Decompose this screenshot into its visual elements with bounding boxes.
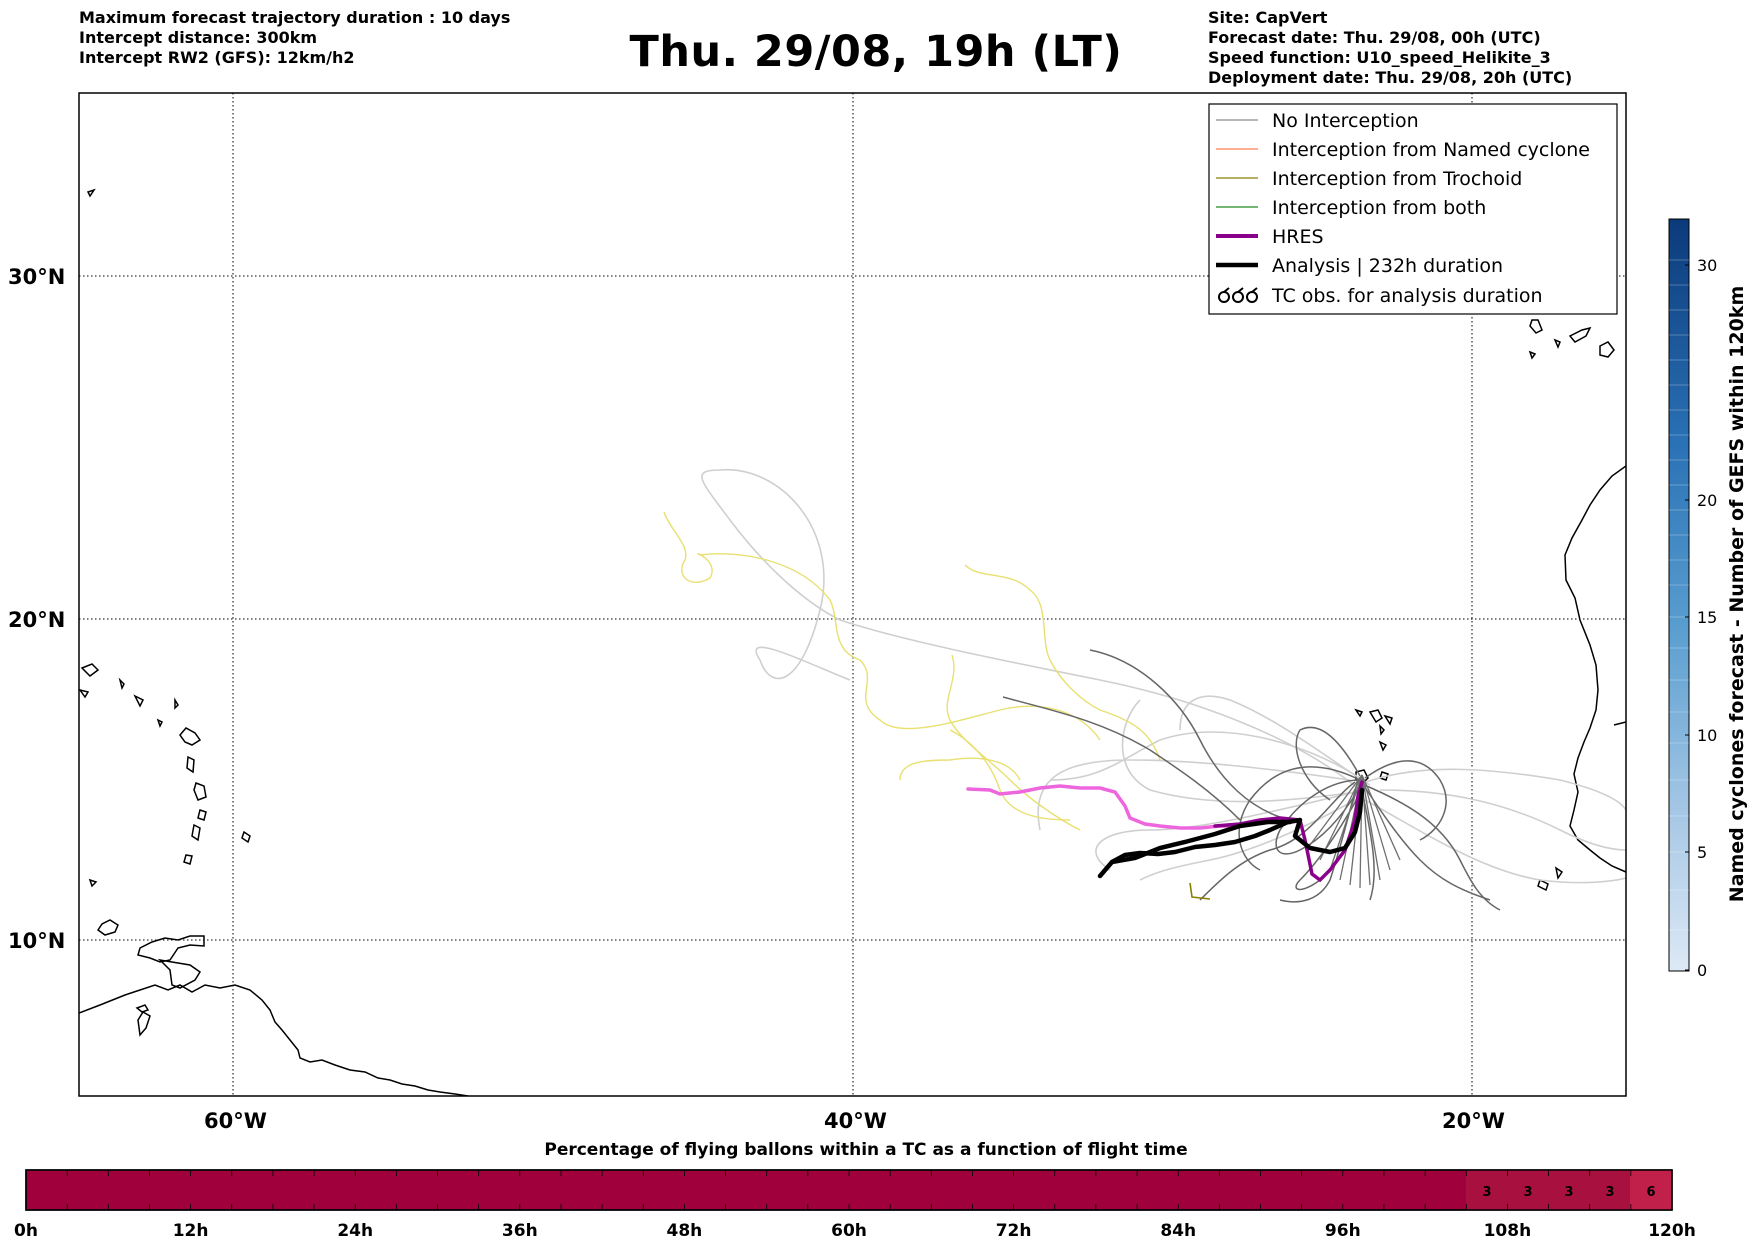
coastline-americas bbox=[79, 663, 469, 1096]
legend-item-trochoid: Interception from Trochoid bbox=[1216, 168, 1522, 190]
legend-label-tc-obs: TC obs. for analysis duration bbox=[1271, 285, 1543, 307]
longitude-labels: 60°W 40°W 20°W bbox=[204, 1109, 1505, 1133]
colorbar-tick-30: 30 bbox=[1697, 256, 1717, 275]
legend-item-no-interception: No Interception bbox=[1216, 110, 1419, 132]
colorbar-tick-15: 15 bbox=[1697, 608, 1717, 627]
flight-time-bar: Percentage of flying ballons within a TC… bbox=[14, 1140, 1696, 1241]
flight-time-bar-title: Percentage of flying ballons within a TC… bbox=[544, 1140, 1187, 1160]
cyclone-symbols-icon bbox=[1218, 287, 1258, 303]
bar-value-114h: 3 bbox=[1564, 1185, 1573, 1200]
site-text: Site: CapVert bbox=[1208, 8, 1328, 27]
colorbar-tick-20: 20 bbox=[1697, 491, 1717, 510]
colorbar-gradient bbox=[1668, 218, 1690, 972]
hres-track-light bbox=[966, 784, 1262, 830]
bar-tick-label: 24h bbox=[337, 1221, 373, 1241]
bar-cell-111h bbox=[1507, 1170, 1548, 1210]
analysis-track-branch bbox=[1109, 819, 1293, 865]
colorbar-tick-10: 10 bbox=[1697, 726, 1717, 745]
colorbar-tick-5: 5 bbox=[1697, 843, 1707, 862]
legend-label-hres: HRES bbox=[1272, 226, 1324, 248]
legend-label-trochoid: Interception from Trochoid bbox=[1272, 168, 1522, 190]
legend-item-named-cyclone: Interception from Named cyclone bbox=[1216, 139, 1590, 161]
colorbar-tick-0: 0 bbox=[1697, 961, 1707, 980]
bar-tick-label: 0h bbox=[14, 1221, 38, 1241]
intercept-distance-text: Intercept distance: 300km bbox=[79, 28, 318, 47]
deployment-date-text: Deployment date: Thu. 29/08, 20h (UTC) bbox=[1208, 68, 1573, 87]
bar-value-111h: 3 bbox=[1523, 1185, 1532, 1200]
speed-function-text: Speed function: U10_speed_Helikite_3 bbox=[1208, 48, 1551, 67]
colorbar-label: Named cyclones forecast - Number of GEFS… bbox=[1726, 286, 1748, 903]
legend-item-hres: HRES bbox=[1216, 226, 1324, 248]
legend-label-analysis: Analysis | 232h duration bbox=[1272, 255, 1503, 277]
bar-tick-label: 12h bbox=[173, 1221, 209, 1241]
trajectory-trochoid bbox=[1189, 882, 1211, 900]
bar-tick-label: 84h bbox=[1160, 1221, 1196, 1241]
bar-cell-120h bbox=[1630, 1170, 1672, 1210]
legend-label-no-interception: No Interception bbox=[1272, 110, 1419, 132]
legend-item-analysis: Analysis | 232h duration bbox=[1216, 255, 1503, 277]
lon-label-20w: 20°W bbox=[1442, 1109, 1505, 1133]
max-duration-text: Maximum forecast trajectory duration : 1… bbox=[79, 8, 511, 27]
bar-cell-117h bbox=[1589, 1170, 1630, 1210]
bar-tick-label: 108h bbox=[1484, 1221, 1532, 1241]
lon-label-40w: 40°W bbox=[824, 1109, 887, 1133]
header-right: Site: CapVert Forecast date: Thu. 29/08,… bbox=[1208, 8, 1572, 88]
bar-cell-108h bbox=[1466, 1170, 1507, 1210]
bar-cell-114h bbox=[1548, 1170, 1589, 1210]
trajectory-yellow-tracks bbox=[663, 511, 1161, 831]
legend-item-tc-obs: TC obs. for analysis duration bbox=[1218, 285, 1543, 307]
bar-tick-label: 48h bbox=[667, 1221, 703, 1241]
map-legend: No Interception Interception from Named … bbox=[1208, 103, 1618, 315]
colorbar-levels bbox=[1669, 259, 1689, 931]
forecast-date-text: Forecast date: Thu. 29/08, 00h (UTC) bbox=[1208, 28, 1541, 47]
lat-label-20n: 20°N bbox=[8, 608, 65, 632]
bar-tick-label: 72h bbox=[996, 1221, 1032, 1241]
trajectory-dark-tracks bbox=[1002, 649, 1501, 911]
flight-time-bar-ticks: 0h 12h 24h 36h 48h 60h 72h 84h 96h 108h 120h bbox=[14, 1170, 1696, 1241]
lat-label-30n: 30°N bbox=[8, 265, 65, 289]
header-left: Maximum forecast trajectory duration : 1… bbox=[79, 8, 510, 68]
bar-tick-label: 120h bbox=[1648, 1221, 1696, 1241]
lat-label-10n: 10°N bbox=[8, 929, 65, 953]
bar-tick-label: 36h bbox=[502, 1221, 538, 1241]
bar-tick-label: 96h bbox=[1325, 1221, 1361, 1241]
bar-tick-label: 60h bbox=[831, 1221, 867, 1241]
map-border bbox=[78, 92, 1627, 1097]
lon-label-60w: 60°W bbox=[204, 1109, 267, 1133]
legend-label-both: Interception from both bbox=[1272, 197, 1486, 219]
bar-value-120h: 6 bbox=[1646, 1185, 1655, 1200]
bar-value-117h: 3 bbox=[1605, 1185, 1614, 1200]
legend-item-both: Interception from both bbox=[1216, 197, 1486, 219]
intercept-rw2-text: Intercept RW2 (GFS): 12km/h2 bbox=[79, 48, 355, 67]
page-title: Thu. 29/08, 19h (LT) bbox=[629, 27, 1123, 77]
colorbar: 30 20 15 10 5 0 Named cyclones forecast … bbox=[1668, 218, 1748, 980]
legend-label-named-cyclone: Interception from Named cyclone bbox=[1272, 139, 1590, 161]
latitude-labels: 30°N 20°N 10°N bbox=[8, 265, 65, 953]
bar-value-108h: 3 bbox=[1482, 1185, 1491, 1200]
hres-track-dark bbox=[1213, 780, 1364, 883]
